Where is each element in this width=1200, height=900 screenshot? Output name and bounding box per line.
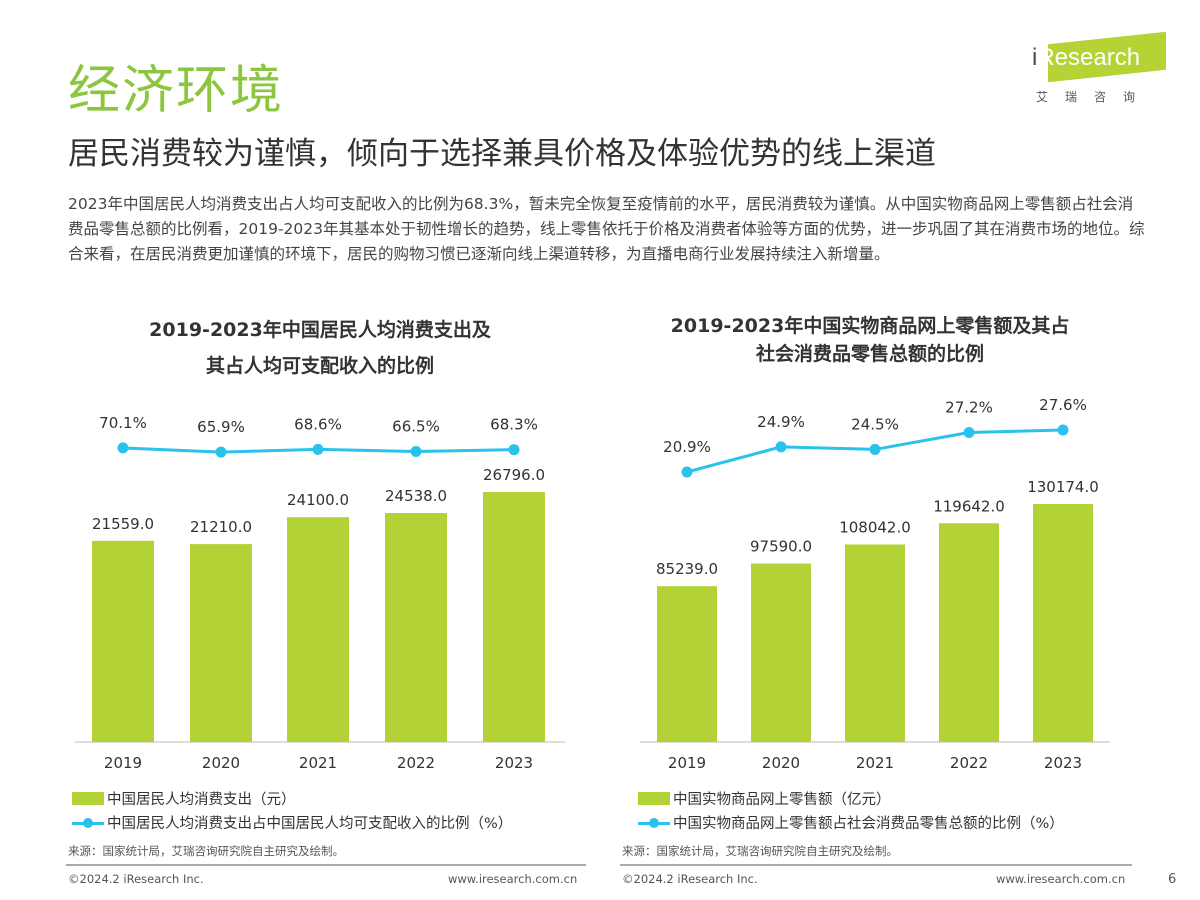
bar-2021 bbox=[287, 517, 349, 742]
iresearch-logo: iResearch 艾瑞咨询 bbox=[1032, 31, 1172, 110]
x-tick-label: 2019 bbox=[668, 754, 706, 772]
left-source: 来源：国家统计局，艾瑞咨询研究院自主研究及绘制。 bbox=[68, 844, 344, 858]
ratio-point-2022 bbox=[963, 426, 975, 438]
bar-2021 bbox=[845, 544, 905, 742]
bar-2022 bbox=[385, 513, 447, 742]
bar-value-label: 24100.0 bbox=[287, 491, 349, 509]
bar-value-label: 85239.0 bbox=[656, 560, 718, 578]
ratio-point-2023 bbox=[1057, 424, 1069, 436]
ratio-value-label: 24.5% bbox=[851, 415, 899, 433]
legend-bar-label: 中国实物商品网上零售额（亿元） bbox=[673, 791, 891, 808]
summary-paragraph: 2023年中国居民人均消费支出占人均可支配收入的比例为68.3%，暂未完全恢复至… bbox=[68, 195, 1145, 263]
bar-2023 bbox=[1033, 504, 1093, 742]
x-tick-label: 2022 bbox=[950, 754, 988, 772]
left-footer-rule bbox=[66, 864, 586, 866]
ratio-point-2021 bbox=[312, 443, 324, 455]
ratio-value-label: 27.6% bbox=[1039, 396, 1087, 414]
right-source: 来源：国家统计局，艾瑞咨询研究院自主研究及绘制。 bbox=[622, 844, 898, 858]
x-tick-label: 2021 bbox=[299, 754, 337, 772]
right-chart-title: 2019-2023年中国实物商品网上零售额及其占 社会消费品零售总额的比例 bbox=[620, 312, 1120, 368]
x-tick-label: 2023 bbox=[495, 754, 533, 772]
right-chart-legend: 中国实物商品网上零售额（亿元） 中国实物商品网上零售额占社会消费品零售总额的比例… bbox=[638, 786, 1064, 834]
x-tick-label: 2020 bbox=[202, 754, 240, 772]
ratio-value-label: 27.2% bbox=[945, 398, 993, 416]
bar-2023 bbox=[483, 492, 545, 742]
bar-value-label: 21210.0 bbox=[190, 518, 252, 536]
bar-legend-swatch bbox=[638, 791, 670, 805]
left-chart-title-line2: 其占人均可支配收入的比例 bbox=[205, 355, 434, 377]
x-tick-label: 2023 bbox=[1044, 754, 1082, 772]
slide-subtitle: 居民消费较为谨慎，倾向于选择兼具价格及体验优势的线上渠道 bbox=[68, 136, 936, 172]
copyright-right: ©2024.2 iResearch Inc. bbox=[622, 872, 758, 886]
right-chart-title-line2: 社会消费品零售总额的比例 bbox=[755, 343, 984, 365]
left-chart-legend: 中国居民人均消费支出（元） 中国居民人均消费支出占中国居民人均可支配收入的比例（… bbox=[72, 786, 512, 834]
ratio-value-label: 24.9% bbox=[757, 413, 805, 431]
ratio-value-label: 68.3% bbox=[490, 416, 538, 434]
copyright: ©2024.2 iResearch Inc. bbox=[68, 872, 204, 886]
bar-2019 bbox=[657, 586, 717, 742]
x-tick-label: 2020 bbox=[762, 754, 800, 772]
right-chart-title-line1: 2019-2023年中国实物商品网上零售额及其占 bbox=[670, 315, 1070, 337]
right-footer-rule bbox=[620, 864, 1132, 866]
bar-value-label: 26796.0 bbox=[483, 466, 545, 484]
ratio-point-2021 bbox=[869, 443, 881, 455]
website-url-right[interactable]: www.iresearch.com.cn bbox=[996, 872, 1126, 886]
ratio-point-2019 bbox=[681, 466, 693, 478]
line-legend-swatch bbox=[72, 816, 104, 829]
bar-value-label: 97590.0 bbox=[750, 538, 812, 556]
ratio-value-label: 68.6% bbox=[294, 415, 342, 433]
bar-value-label: 130174.0 bbox=[1027, 478, 1099, 496]
legend-line-label: 中国实物商品网上零售额占社会消费品零售总额的比例（%） bbox=[673, 815, 1064, 832]
ratio-point-2023 bbox=[508, 444, 520, 456]
bar-value-label: 119642.0 bbox=[933, 497, 1005, 515]
legend-bar-label: 中国居民人均消费支出（元） bbox=[107, 791, 296, 808]
line-legend-swatch bbox=[638, 816, 670, 829]
section-title: 经济环境 bbox=[68, 61, 285, 121]
bar-value-label: 108042.0 bbox=[839, 518, 911, 536]
left-chart-title: 2019-2023年中国居民人均消费支出及 其占人均可支配收入的比例 bbox=[60, 312, 580, 384]
ratio-point-2022 bbox=[410, 446, 422, 457]
legend-line-label: 中国居民人均消费支出占中国居民人均可支配收入的比例（%） bbox=[107, 815, 513, 832]
ratio-value-label: 65.9% bbox=[197, 418, 245, 436]
bar-value-label: 21559.0 bbox=[92, 515, 154, 533]
ratio-value-label: 66.5% bbox=[392, 418, 440, 436]
bar-legend-swatch bbox=[72, 791, 104, 805]
bar-2020 bbox=[751, 563, 811, 742]
left-chart-title-line1: 2019-2023年中国居民人均消费支出及 bbox=[149, 319, 491, 341]
bar-2022 bbox=[939, 523, 999, 742]
x-tick-label: 2022 bbox=[397, 754, 435, 772]
ratio-point-2019 bbox=[117, 442, 129, 454]
bar-2019 bbox=[92, 540, 154, 742]
ratio-point-2020 bbox=[775, 441, 787, 453]
ratio-value-label: 70.1% bbox=[99, 414, 147, 432]
bar-2020 bbox=[190, 544, 252, 742]
website-url[interactable]: www.iresearch.com.cn bbox=[448, 872, 578, 886]
ratio-value-label: 20.9% bbox=[663, 438, 711, 456]
x-tick-label: 2021 bbox=[856, 754, 894, 772]
x-tick-label: 2019 bbox=[104, 754, 142, 772]
bar-value-label: 24538.0 bbox=[385, 487, 447, 505]
ratio-point-2020 bbox=[215, 446, 227, 458]
page-number: 6 bbox=[1168, 872, 1177, 887]
